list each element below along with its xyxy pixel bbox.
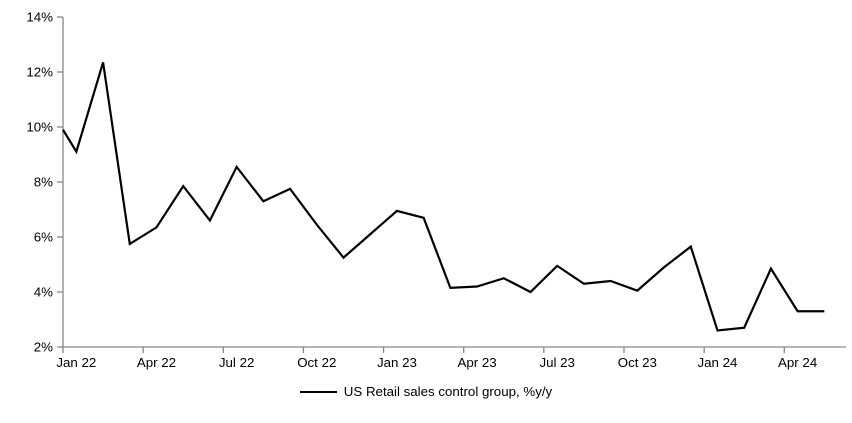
y-tick-label: 6% — [34, 230, 53, 245]
y-tick-label: 12% — [26, 65, 53, 80]
x-tick-label: Jan 22 — [56, 355, 96, 370]
y-tick-label: 10% — [26, 120, 53, 135]
line-chart-canvas: 14% 12% 10% 8% 6% 4% 2%Jan 22 Apr 22 Jul 22 Oct 2… — [26, 10, 846, 370]
x-tick-label: Jul 23 — [539, 355, 574, 370]
y-tick-label: 4% — [34, 285, 53, 300]
x-tick-label: Apr 23 — [457, 355, 496, 370]
y-tick-label: 14% — [26, 10, 53, 25]
x-tick-label: Apr 22 — [137, 355, 176, 370]
x-tick-label: Oct 22 — [297, 355, 336, 370]
y-tick-label: 2% — [34, 340, 53, 355]
legend-line-sample — [299, 391, 337, 393]
x-tick-label: Oct 23 — [618, 355, 657, 370]
y-tick-label: 8% — [34, 175, 53, 190]
legend: US Retail sales control group, %y/y — [0, 384, 852, 400]
x-tick-label: Jan 23 — [377, 355, 417, 370]
x-tick-label: Jul 22 — [219, 355, 254, 370]
x-tick-label: Jan 24 — [698, 355, 738, 370]
x-tick-label: Apr 24 — [778, 355, 817, 370]
legend-label: US Retail sales control group, %y/y — [343, 384, 553, 399]
series-line — [62, 62, 825, 332]
